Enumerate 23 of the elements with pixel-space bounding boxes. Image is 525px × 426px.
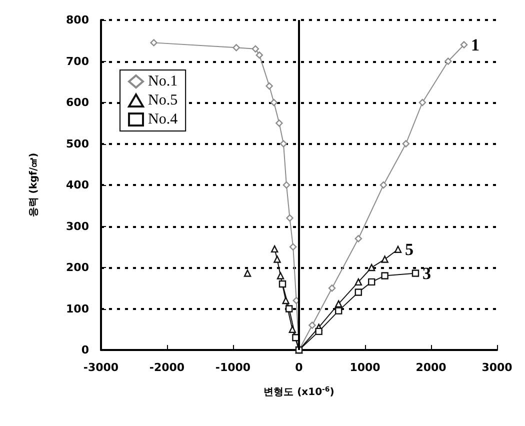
- y-tick-label: 700: [66, 54, 90, 68]
- x-tick-label: -1000: [215, 361, 251, 374]
- y-tick-label: 600: [66, 96, 90, 109]
- y-tick-label: 800: [66, 14, 90, 26]
- legend-label: No.5: [148, 92, 178, 108]
- y-axis-title: 응력 (kgf/㎠): [28, 152, 40, 218]
- legend-label: No.4: [148, 112, 178, 128]
- x-tick-label: 1000: [350, 361, 381, 374]
- y-tick-label: 500: [66, 137, 90, 150]
- y-tick-label: 100: [66, 302, 90, 316]
- y-tick-label: 200: [66, 261, 90, 274]
- annotation: 5: [405, 240, 414, 259]
- x-tick-label: 2000: [416, 361, 447, 374]
- annotation: 1: [471, 35, 480, 54]
- annotation: 3: [422, 264, 431, 283]
- x-tick-label: -3000: [83, 361, 119, 374]
- legend-label: No.1: [148, 74, 178, 90]
- x-tick-label: -2000: [149, 361, 185, 374]
- y-tick-label: 400: [66, 178, 90, 192]
- x-tick-label: 0: [295, 361, 304, 374]
- y-tick-label: 300: [66, 220, 90, 233]
- y-tick-label: 0: [81, 344, 90, 356]
- x-tick-label: 3000: [482, 361, 513, 374]
